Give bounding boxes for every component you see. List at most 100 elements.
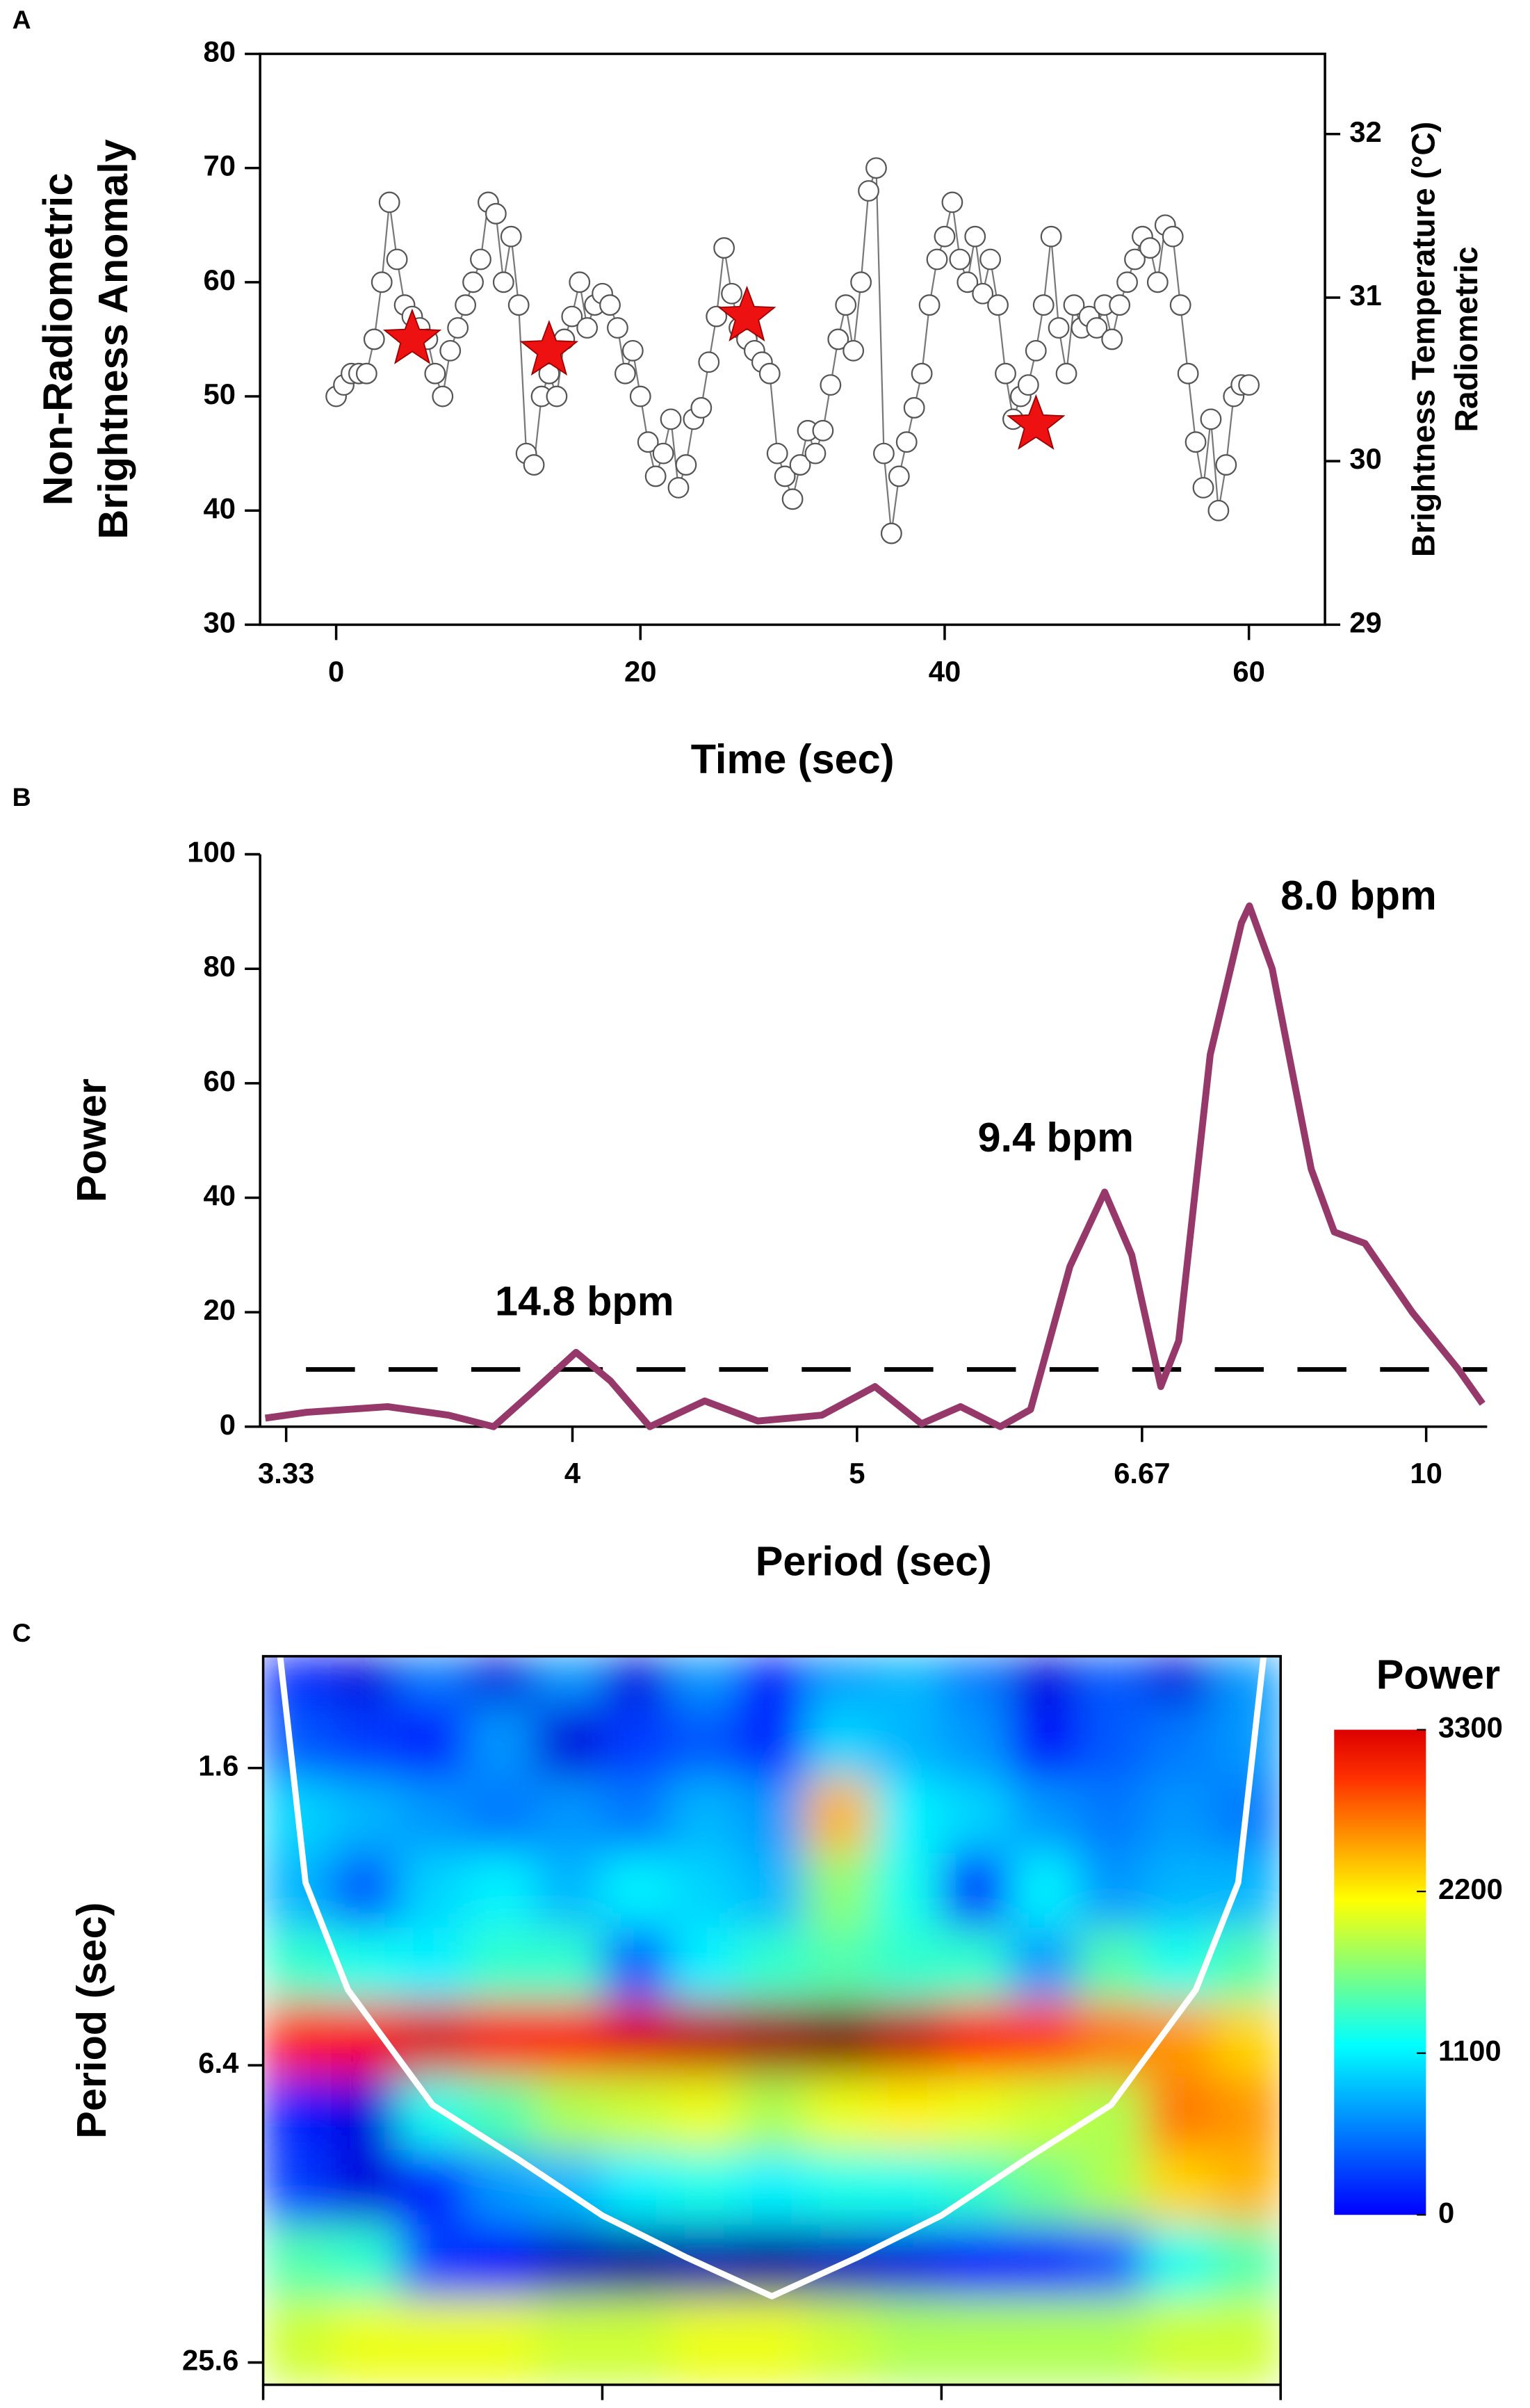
heatmap-cell [331, 2298, 400, 2385]
heatmap-cell [941, 2001, 1011, 2077]
heatmap-cell [1145, 2298, 1214, 2385]
y-tick-label: 25.6 [182, 2344, 238, 2377]
point [1063, 294, 1085, 316]
heatmap-cell [1009, 1656, 1078, 1705]
colorbar-tick-label: 1100 [1438, 2035, 1501, 2067]
point [424, 362, 446, 385]
heatmap-cell [398, 2224, 468, 2300]
point [1146, 271, 1169, 293]
y-axis-label: Non-Radiometric [35, 173, 81, 506]
point [774, 465, 796, 487]
heatmap-cell [1077, 2001, 1146, 2077]
heatmap-cell [1009, 1927, 1078, 2003]
y2-axis-label: Brightness Temperature (°C) [1406, 122, 1442, 557]
heatmap-cell [466, 1704, 535, 1779]
point [660, 408, 682, 430]
y-tick-label: 100 [187, 836, 236, 868]
heatmap-cell [602, 2150, 672, 2226]
heatmap-cell [398, 2076, 468, 2151]
point [675, 454, 697, 476]
heatmap-cell [670, 1704, 739, 1779]
x-tick-label: 60 [1232, 655, 1265, 688]
heatmap-cell [873, 1927, 943, 2003]
point [858, 180, 879, 202]
heatmap-cell [1145, 1656, 1214, 1705]
heatmap-cell [941, 1778, 1011, 1855]
heatmap-cell [263, 2150, 332, 2226]
point [812, 419, 834, 442]
heatmap-cell [1145, 1704, 1214, 1779]
y-axis-label: Brightness Anomaly [90, 139, 136, 539]
heatmap-cells [263, 1656, 1281, 2385]
colorbar-tick-label: 0 [1438, 2196, 1454, 2229]
heatmap-cell [738, 2150, 807, 2226]
point [758, 362, 781, 385]
heatmap-cell [873, 2298, 943, 2385]
point [470, 248, 491, 270]
point [447, 317, 469, 339]
y-tick-label: 40 [203, 492, 236, 524]
frame [261, 1655, 1282, 2386]
star-marker [717, 285, 776, 342]
colorbar-tick-label: 3300 [1438, 1711, 1503, 1744]
point [1124, 248, 1146, 270]
point [455, 294, 477, 316]
point [561, 305, 583, 328]
frame [259, 52, 1326, 627]
heatmap-cell [534, 2076, 603, 2151]
point [439, 339, 462, 362]
heatmap-cell [466, 1778, 535, 1855]
cone-of-influence [277, 1656, 1267, 2300]
heatmap-cell [1212, 1656, 1281, 1705]
point [690, 397, 713, 419]
point [652, 442, 674, 464]
point [964, 225, 986, 248]
heatmap-cell [738, 2298, 807, 2385]
heatmap-cell [738, 1852, 807, 1928]
point [835, 294, 857, 316]
x-tick-label: 4 [564, 1457, 581, 1489]
heatmap-cell [670, 2150, 739, 2226]
heatmap-cell [941, 1704, 1011, 1779]
heatmap-cell [806, 1778, 874, 1855]
heatmap-cell [534, 1852, 603, 1928]
y-axis-label: Power [68, 1078, 115, 1202]
point [637, 431, 659, 453]
heatmap-cell [331, 2150, 400, 2226]
star-marker [519, 320, 579, 376]
point [599, 294, 621, 316]
point [492, 271, 514, 293]
heatmap-cell [602, 1852, 672, 1928]
heatmap-cell [1145, 1778, 1214, 1855]
point [1185, 431, 1207, 453]
heatmap-cell [534, 2298, 603, 2385]
heatmap-cell [806, 2150, 874, 2226]
heatmap-cell [806, 1927, 874, 2003]
y2-tick-label: 29 [1349, 606, 1382, 638]
peak-annotation: 9.4 bpm [977, 1114, 1134, 1161]
heatmap-cell [738, 1656, 807, 1705]
y-tick-label: 0 [220, 1408, 236, 1441]
point [363, 328, 385, 350]
heatmap-cell [602, 2001, 672, 2077]
heatmap-cell [263, 2076, 332, 2151]
heatmap-cell [534, 1927, 603, 2003]
heatmap-cell [398, 1656, 468, 1705]
heatmap-cell [1212, 2001, 1281, 2077]
panel-label: A [13, 5, 31, 34]
heatmap-cell [670, 1778, 739, 1855]
heatmap-cell [1009, 2001, 1078, 2077]
point [713, 237, 735, 259]
heatmap-cell [398, 2298, 468, 2385]
colorbar-tick-label: 2200 [1438, 1873, 1503, 1905]
heatmap-cell [1212, 2076, 1281, 2151]
heatmap-cell [466, 1656, 535, 1705]
heatmap-cell [263, 2001, 332, 2077]
heatmap-cell [941, 1656, 1011, 1705]
point [462, 271, 484, 293]
x-tick-label: 3.33 [258, 1457, 314, 1489]
y-tick-label: 70 [203, 150, 236, 182]
point [500, 225, 522, 248]
